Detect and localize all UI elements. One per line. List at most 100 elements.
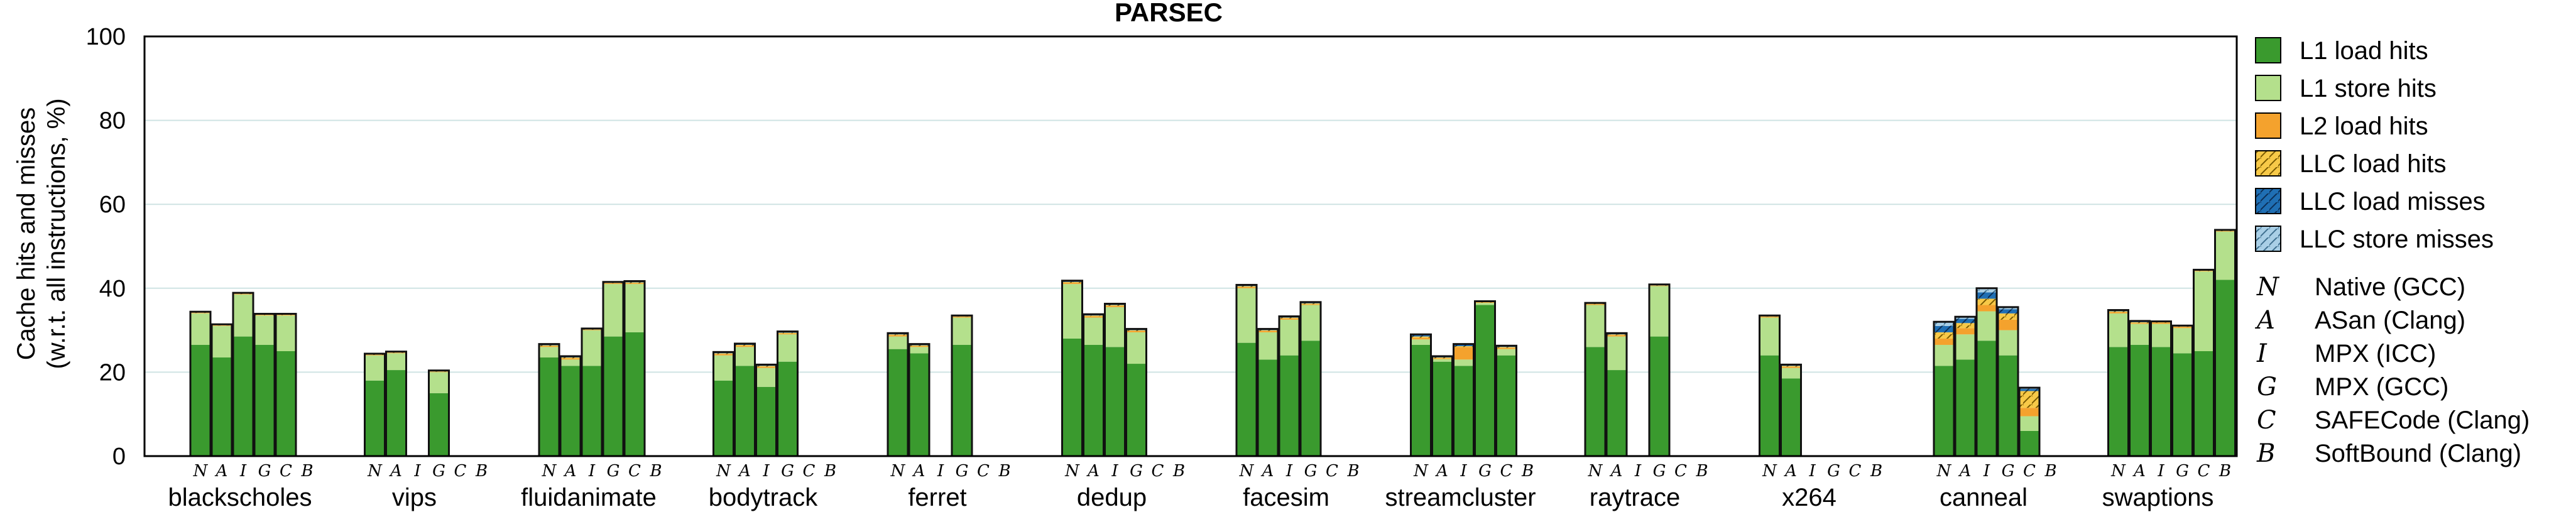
bar-segment-swaptions-G-2: [2172, 327, 2193, 329]
y-axis-title-line2: (w.r.t. all instructions, %): [43, 98, 70, 369]
config-label-G: G: [1478, 462, 1492, 481]
config-legend-label-A: ASan (Clang): [2315, 307, 2465, 334]
bar-segment-x264-A-1: [1781, 368, 1801, 379]
bar-segment-streamcluster-I-3: [1453, 346, 1474, 347]
config-label-A: A: [215, 462, 228, 481]
config-label-C: C: [803, 462, 816, 481]
bar-segment-streamcluster-A-1: [1432, 359, 1453, 362]
bar-segment-streamcluster-I-1: [1453, 359, 1474, 366]
bar-segment-swaptions-N-2: [2108, 312, 2129, 313]
bar-segment-canneal-N-0: [1934, 366, 1954, 456]
bar-segment-canneal-N-1: [1934, 344, 1954, 366]
bar-segment-blackscholes-A-2: [212, 325, 232, 326]
bar-segment-bodytrack-A-3: [734, 344, 755, 346]
bar-segment-blackscholes-C-2: [276, 315, 296, 316]
bar-segment-ferret-N-0: [888, 349, 908, 456]
bar-segment-canneal-A-1: [1955, 334, 1975, 360]
bar-segment-x264-A-2: [1781, 366, 1801, 368]
bar-segment-canneal-I-2: [1977, 305, 1997, 312]
bar-segment-bodytrack-N-0: [713, 380, 734, 456]
bar-segment-swaptions-B-2: [2215, 231, 2235, 232]
config-label-I: I: [1808, 462, 1816, 481]
config-label-B: B: [475, 462, 488, 481]
config-key-I: I: [2256, 339, 2268, 368]
bar-segment-blackscholes-I-3: [233, 293, 253, 295]
bar-segment-bodytrack-A-0: [734, 366, 755, 456]
config-legend: N Native (GCC) A ASan (Clang) I MPX (ICC) G MPX…: [2254, 273, 2530, 468]
bar-segment-bodytrack-G-0: [777, 361, 798, 456]
bar-segment-swaptions-A-3: [2129, 322, 2150, 324]
bar-segment-swaptions-G-0: [2172, 353, 2193, 456]
config-label-G: G: [2176, 462, 2189, 481]
config-label-C: C: [280, 462, 292, 481]
bar-segment-streamcluster-N-0: [1411, 344, 1431, 456]
config-label-B: B: [300, 462, 313, 481]
bar-segment-bodytrack-A-2: [734, 346, 755, 347]
bar-segment-blackscholes-N-0: [190, 344, 210, 456]
bar-segment-fluidanimate-N-1: [539, 347, 559, 358]
bar-segment-ferret-N-1: [888, 336, 908, 349]
bar-segment-dedup-I-1: [1105, 307, 1125, 347]
config-label-G: G: [1130, 462, 1143, 481]
bar-segment-ferret-G-1: [952, 317, 972, 345]
bar-segment-vips-A-2: [386, 352, 407, 354]
y-tick-label: 80: [99, 108, 126, 134]
config-label-C: C: [628, 462, 641, 481]
bar-segment-streamcluster-C-0: [1496, 355, 1517, 456]
bar-segment-x264-N-1: [1759, 317, 1780, 356]
config-label-C: C: [1849, 462, 1862, 481]
bar-segment-fluidanimate-A-0: [560, 366, 581, 456]
config-label-G: G: [1827, 462, 1840, 481]
config-label-I: I: [1460, 462, 1467, 481]
bar-segment-dedup-G-1: [1126, 332, 1147, 364]
bar-segment-canneal-A-5: [1955, 317, 1975, 319]
bar-segment-streamcluster-G-3: [1475, 302, 1495, 303]
legend-swatch-1: [2255, 75, 2281, 101]
bar-segment-canneal-C-3: [2019, 391, 2039, 408]
bar-segment-fluidanimate-G-0: [603, 336, 623, 456]
config-label-I: I: [1983, 462, 1990, 481]
legend: L1 load hits L1 store hits L2 load hits LLC…: [2255, 37, 2494, 253]
config-label-N: N: [1064, 462, 1080, 481]
bar-segment-bodytrack-N-3: [713, 353, 734, 354]
bar-segment-bodytrack-I-2: [756, 366, 777, 368]
bar-segment-blackscholes-C-0: [276, 351, 296, 456]
bar-segment-bodytrack-A-1: [734, 347, 755, 366]
bar-segment-fluidanimate-C-0: [625, 332, 645, 456]
bar-segment-facesim-A-2: [1258, 330, 1278, 332]
bar-segment-canneal-G-5: [1998, 307, 2018, 310]
config-key-B: B: [2256, 439, 2275, 468]
bar-segment-streamcluster-N-1: [1411, 339, 1431, 345]
bar-segment-raytrace-G-1: [1649, 286, 1669, 337]
bar-segment-blackscholes-N-1: [190, 313, 210, 345]
bar-segment-canneal-G-2: [1998, 319, 2018, 330]
bar-segment-swaptions-B-1: [2215, 231, 2235, 280]
legend-swatch-3: [2255, 150, 2281, 177]
bar-segment-vips-N-1: [364, 355, 385, 381]
config-label-I: I: [239, 462, 247, 481]
y-tick-label: 40: [99, 276, 126, 302]
plot-frame: [143, 35, 2238, 457]
bar-segment-vips-A-3: [386, 352, 407, 353]
bar-segment-ferret-N-3: [888, 334, 908, 335]
bar-segment-facesim-G-1: [1301, 305, 1321, 341]
bar-segment-dedup-A-3: [1083, 315, 1104, 317]
config-label-N: N: [193, 462, 209, 481]
bar-segment-bodytrack-N-2: [713, 354, 734, 356]
config-label-A: A: [1784, 462, 1797, 481]
bar-segment-ferret-G-0: [952, 344, 972, 456]
bar-segment-blackscholes-G-0: [254, 344, 275, 456]
bar-segment-fluidanimate-N-0: [539, 357, 559, 456]
bar-segment-fluidanimate-N-2: [539, 346, 559, 347]
bar-segment-swaptions-N-0: [2108, 347, 2129, 456]
bar-segment-facesim-I-3: [1279, 317, 1299, 319]
config-label-B: B: [2044, 462, 2056, 481]
bar-segment-raytrace-G-0: [1649, 336, 1669, 456]
config-key-N: N: [2256, 273, 2280, 302]
config-label-I: I: [588, 462, 596, 481]
bar-segment-vips-A-0: [386, 370, 407, 456]
bar-segment-fluidanimate-I-3: [582, 329, 602, 330]
config-label-C: C: [1326, 462, 1338, 481]
bar-segment-facesim-G-2: [1301, 304, 1321, 305]
bar-segment-x264-N-0: [1759, 355, 1780, 456]
